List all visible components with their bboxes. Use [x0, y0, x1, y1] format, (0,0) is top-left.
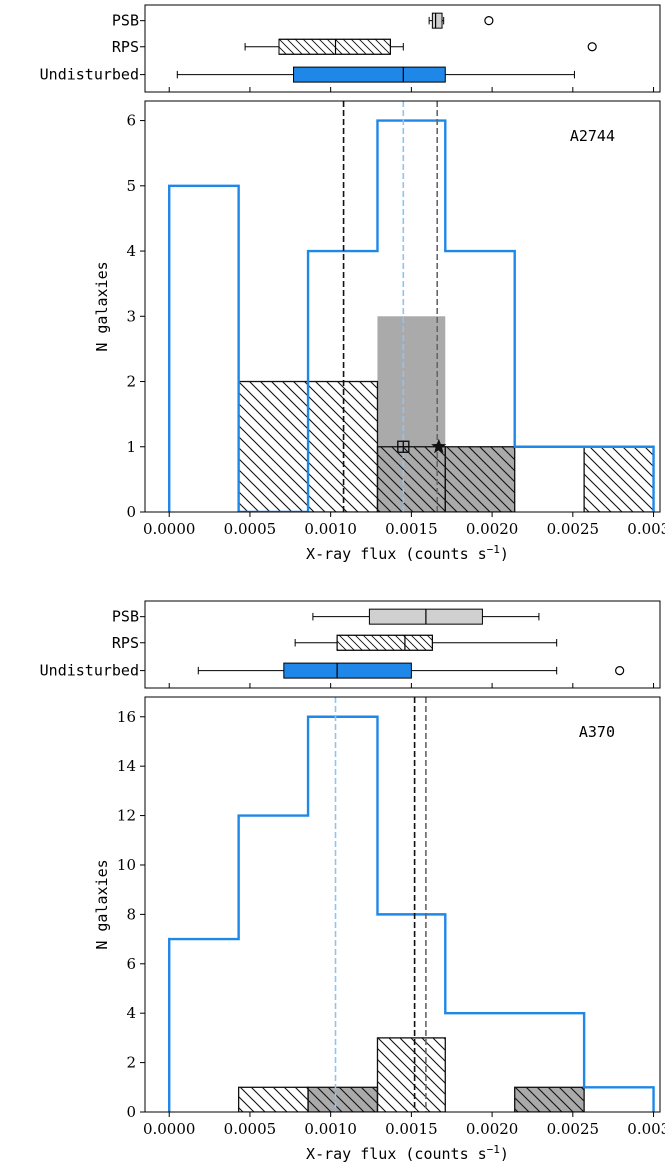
- box-outlier: [484, 16, 494, 26]
- ytick-label: 5: [126, 177, 136, 195]
- ytick-label: 0: [126, 1103, 136, 1121]
- xtick-label: 0.0010: [304, 1120, 357, 1138]
- rps-bar: [514, 1086, 585, 1112]
- rps-bar: [307, 380, 379, 512]
- histogram-frame: [144, 100, 661, 513]
- ytick-label: 4: [126, 242, 136, 260]
- panel-a2744: PSB RPS Undisturbed 0.0000 0.0005 0.0010 0.001…: [40, 4, 665, 563]
- x-axis-label: X-ray flux (counts s−1): [306, 1143, 509, 1163]
- boxplot-psb: PSB: [112, 12, 494, 30]
- y-axis-label: N galaxies: [93, 261, 111, 351]
- ytick-label: 12: [117, 807, 136, 825]
- undisturbed-step: [168, 715, 655, 1112]
- ytick-label: 10: [117, 856, 136, 874]
- marker-star: [431, 438, 447, 454]
- ytick-label: 8: [126, 905, 136, 923]
- xtick-label: 0.0025: [547, 1120, 600, 1138]
- ytick-label: 1: [126, 438, 136, 456]
- boxplot-psb: PSB: [112, 608, 540, 626]
- boxplot-frame: [144, 600, 661, 689]
- rps-bar: [237, 380, 309, 512]
- boxplot-rps: RPS: [112, 38, 597, 56]
- xtick-label: 0.0020: [466, 1120, 519, 1138]
- boxplot-panel: PSB RPS Undisturbed: [40, 4, 661, 93]
- boxplot-rps: RPS: [112, 634, 558, 652]
- boxplot-undisturbed: Undisturbed: [40, 66, 575, 84]
- marker-cross: [397, 441, 409, 453]
- box-hatch: [278, 38, 391, 55]
- box-iqr: [431, 12, 443, 29]
- boxplot-label: PSB: [112, 608, 139, 626]
- ytick-label: 4: [126, 1004, 136, 1022]
- panel-annotation: A2744: [570, 127, 615, 145]
- xtick-label: 0.0010: [304, 520, 357, 538]
- ytick-label: 2: [126, 1054, 136, 1072]
- boxplot-label: Undisturbed: [40, 66, 139, 84]
- histogram-panel: 0.0000 0.0005 0.0010 0.0015 0.0020 0.0025 0.00…: [93, 100, 665, 563]
- xtick-label: 0.0015: [385, 1120, 438, 1138]
- boxplot-frame: [144, 4, 661, 93]
- rps-bar: [376, 446, 446, 512]
- boxplot-label: Undisturbed: [40, 662, 139, 680]
- boxplot-panel: PSB RPS Undisturbed: [40, 600, 661, 689]
- xtick-label: 0.0000: [143, 520, 196, 538]
- xtick-label: 0.0015: [385, 520, 438, 538]
- ytick-label: 14: [117, 757, 136, 775]
- xtick-label: 0.0005: [224, 520, 277, 538]
- xtick-label: 0.0025: [547, 520, 600, 538]
- y-axis-label: N galaxies: [93, 859, 111, 949]
- ytick-label: 2: [126, 373, 136, 391]
- rps-bar: [444, 446, 516, 512]
- undisturbed-step: [168, 119, 655, 512]
- ytick-label: 6: [126, 955, 136, 973]
- boxplot-label: RPS: [112, 38, 139, 56]
- rps-bar: [376, 1037, 446, 1112]
- box-outlier: [587, 42, 597, 52]
- x-axis-label: X-ray flux (counts s−1): [306, 543, 509, 563]
- rps-bar: [583, 446, 655, 512]
- box-iqr: [283, 662, 412, 679]
- xtick-label: 0.0005: [224, 1120, 277, 1138]
- plot-area: [168, 101, 655, 512]
- plot-area: [168, 697, 655, 1112]
- histogram-frame: [144, 696, 661, 1113]
- boxplot-label: RPS: [112, 634, 139, 652]
- xtick-label: 0.0000: [143, 1120, 196, 1138]
- ytick-label: 3: [126, 307, 136, 325]
- box-outlier: [615, 665, 625, 676]
- rps-bar: [237, 1086, 309, 1112]
- boxplot-label: PSB: [112, 12, 139, 30]
- box-hatch: [336, 634, 433, 651]
- xtick-label: 0.0030: [627, 520, 665, 538]
- box-iqr: [293, 66, 446, 83]
- ytick-label: 16: [117, 708, 136, 726]
- boxplot-undisturbed: Undisturbed: [40, 662, 625, 680]
- histogram-panel: 0.0000 0.0005 0.0010 0.0015 0.0020 0.0025 0.00…: [93, 696, 665, 1163]
- panel-a370: PSB RPS Undisturbed 0.0000 0.0005 0.0010 0.001…: [40, 600, 665, 1163]
- rps-bar: [307, 1086, 379, 1112]
- xtick-label: 0.0030: [627, 1120, 665, 1138]
- ytick-label: 6: [126, 112, 136, 130]
- xtick-label: 0.0020: [466, 520, 519, 538]
- ytick-label: 0: [126, 503, 136, 521]
- panel-annotation: A370: [579, 723, 615, 741]
